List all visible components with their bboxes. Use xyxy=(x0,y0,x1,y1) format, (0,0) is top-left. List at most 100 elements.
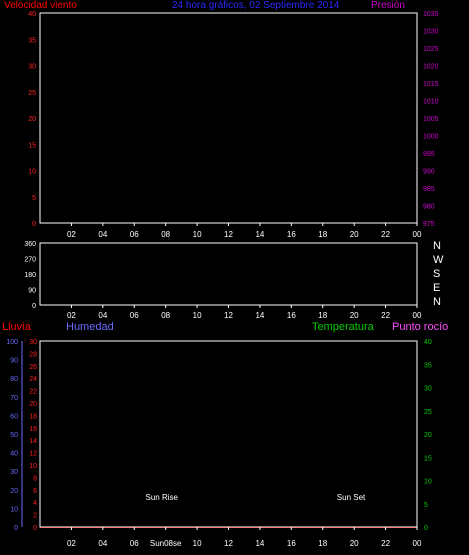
temperature-axis-tick-label: 20 xyxy=(424,432,432,439)
pressure-axis-tick-label: 1010 xyxy=(423,99,439,106)
humidity-axis-tick-label: 30 xyxy=(10,469,18,476)
hour-tick-label: 20 xyxy=(350,230,359,239)
rain-label: Lluvia xyxy=(2,321,32,333)
pressure-axis-tick-label: 985 xyxy=(423,186,435,193)
wind-axis-tick-label: 40 xyxy=(28,11,36,18)
compass-direction-label: W xyxy=(433,254,444,266)
hour-tick-label: 06 xyxy=(130,311,139,320)
pressure-axis-tick-label: 1015 xyxy=(423,81,439,88)
hour-tick-label: 18 xyxy=(318,539,327,548)
direction-axis-tick-label: 180 xyxy=(24,272,36,279)
compass-direction-label: N xyxy=(433,240,441,252)
rain-axis-tick-label: 12 xyxy=(29,451,37,458)
rain-axis-tick-label: 18 xyxy=(29,413,37,420)
wind-axis-tick-label: 30 xyxy=(28,64,36,71)
pressure-axis-tick-label: 980 xyxy=(423,204,435,211)
hour-tick-label: 10 xyxy=(193,311,202,320)
wind-axis-tick-label: 20 xyxy=(28,116,36,123)
hour-tick-label: 00 xyxy=(413,230,422,239)
axes-layer: 0510152025303540975980985990995100010051… xyxy=(6,11,444,548)
temperature-axis-tick-label: 10 xyxy=(424,479,432,486)
wind-axis-tick-label: 15 xyxy=(28,142,36,149)
hour-tick-label: 22 xyxy=(381,539,390,548)
humidity-axis-tick-label: 40 xyxy=(10,451,18,458)
temperature-humidity-panel xyxy=(39,340,418,528)
wind-axis-tick-label: 0 xyxy=(32,221,36,228)
direction-axis-tick-label: 270 xyxy=(24,257,36,264)
pressure-axis-tick-label: 1035 xyxy=(423,11,439,18)
temperature-axis-tick-label: 25 xyxy=(424,409,432,416)
hour-tick-label: 02 xyxy=(67,230,76,239)
compass-direction-label: S xyxy=(433,268,440,280)
hour-tick-label: 14 xyxy=(255,539,264,548)
wind-axis-tick-label: 10 xyxy=(28,169,36,176)
humidity-axis-tick-label: 10 xyxy=(10,506,18,513)
hour-tick-label: 04 xyxy=(98,230,107,239)
pressure-label: Presión xyxy=(371,0,405,11)
rain-axis-tick-label: 0 xyxy=(33,525,37,532)
wind-speed-label: Velocidad viento xyxy=(4,0,77,11)
rain-axis-tick-label: 10 xyxy=(29,463,37,470)
compass-direction-label: E xyxy=(433,282,440,294)
humidity-axis-tick-label: 90 xyxy=(10,358,18,365)
wind-pressure-panel xyxy=(39,12,418,224)
pressure-axis-tick-label: 1000 xyxy=(423,134,439,141)
hour-tick-label: 04 xyxy=(98,539,107,548)
wind-direction-panel xyxy=(39,242,418,306)
humidity-label: Humedad xyxy=(66,321,114,333)
rain-axis-tick-label: 16 xyxy=(29,426,37,433)
pressure-axis-tick-label: 1005 xyxy=(423,116,439,123)
compass-direction-label: N xyxy=(433,296,441,308)
hour-tick-label: 12 xyxy=(224,539,233,548)
wind-axis-tick-label: 35 xyxy=(28,37,36,44)
hour-tick-label: 16 xyxy=(287,230,296,239)
hour-tick-label: 16 xyxy=(287,311,296,320)
humidity-axis-tick-label: 70 xyxy=(10,395,18,402)
hour-tick-label: 22 xyxy=(381,230,390,239)
hour-tick-label: 04 xyxy=(98,311,107,320)
pressure-axis-tick-label: 975 xyxy=(423,221,435,228)
hour-tick-label: 02 xyxy=(67,311,76,320)
direction-axis-tick-label: 360 xyxy=(24,241,36,248)
temperature-axis-tick-label: 30 xyxy=(424,386,432,393)
dew-point-label: Punto rocío xyxy=(392,321,448,333)
rain-axis-tick-label: 26 xyxy=(29,364,37,371)
humidity-axis-tick-label: 50 xyxy=(10,432,18,439)
hour-tick-label: 00 xyxy=(413,311,422,320)
hour-tick-label: 14 xyxy=(255,311,264,320)
hour-tick-label: 14 xyxy=(255,230,264,239)
hour-tick-label: 08 xyxy=(161,311,170,320)
pressure-axis-tick-label: 995 xyxy=(423,151,435,158)
hour-tick-label: 18 xyxy=(318,311,327,320)
temperature-axis-tick-label: 0 xyxy=(424,525,428,532)
hour-tick-label: 06 xyxy=(130,539,139,548)
hour-tick-label: 16 xyxy=(287,539,296,548)
humidity-axis-tick-label: 60 xyxy=(10,413,18,420)
hour-tick-label: 00 xyxy=(413,539,422,548)
rain-axis-tick-label: 20 xyxy=(29,401,37,408)
chart-title: 24 hora gráficos, 02 Septiembre 2014 xyxy=(172,0,340,11)
hour-tick-label: 08 xyxy=(161,230,170,239)
rain-axis-tick-label: 6 xyxy=(33,488,37,495)
temperature-label: Temperatura xyxy=(312,321,375,333)
sunset-label: Sun Set xyxy=(337,493,366,502)
pressure-axis-tick-label: 1020 xyxy=(423,64,439,71)
pressure-axis-tick-label: 990 xyxy=(423,169,435,176)
wind-axis-tick-label: 25 xyxy=(28,90,36,97)
rain-axis-tick-label: 8 xyxy=(33,475,37,482)
temperature-axis-tick-label: 40 xyxy=(424,339,432,346)
pressure-axis-tick-label: 1025 xyxy=(423,46,439,53)
rain-axis-tick-label: 4 xyxy=(33,500,37,507)
rain-axis-tick-label: 14 xyxy=(29,438,37,445)
rain-axis-tick-label: 22 xyxy=(29,389,37,396)
hour-tick-label: 12 xyxy=(224,230,233,239)
temperature-axis-tick-label: 15 xyxy=(424,455,432,462)
sunrise-label: Sun Rise xyxy=(146,493,179,502)
hour-tick-label: 20 xyxy=(350,311,359,320)
humidity-axis-tick-label: 80 xyxy=(10,376,18,383)
rain-axis-tick-label: 2 xyxy=(33,513,37,520)
direction-axis-tick-label: 0 xyxy=(32,303,36,310)
hour-tick-label: 18 xyxy=(318,230,327,239)
rain-axis-tick-label: 24 xyxy=(29,376,37,383)
hour-tick-label: 06 xyxy=(130,230,139,239)
